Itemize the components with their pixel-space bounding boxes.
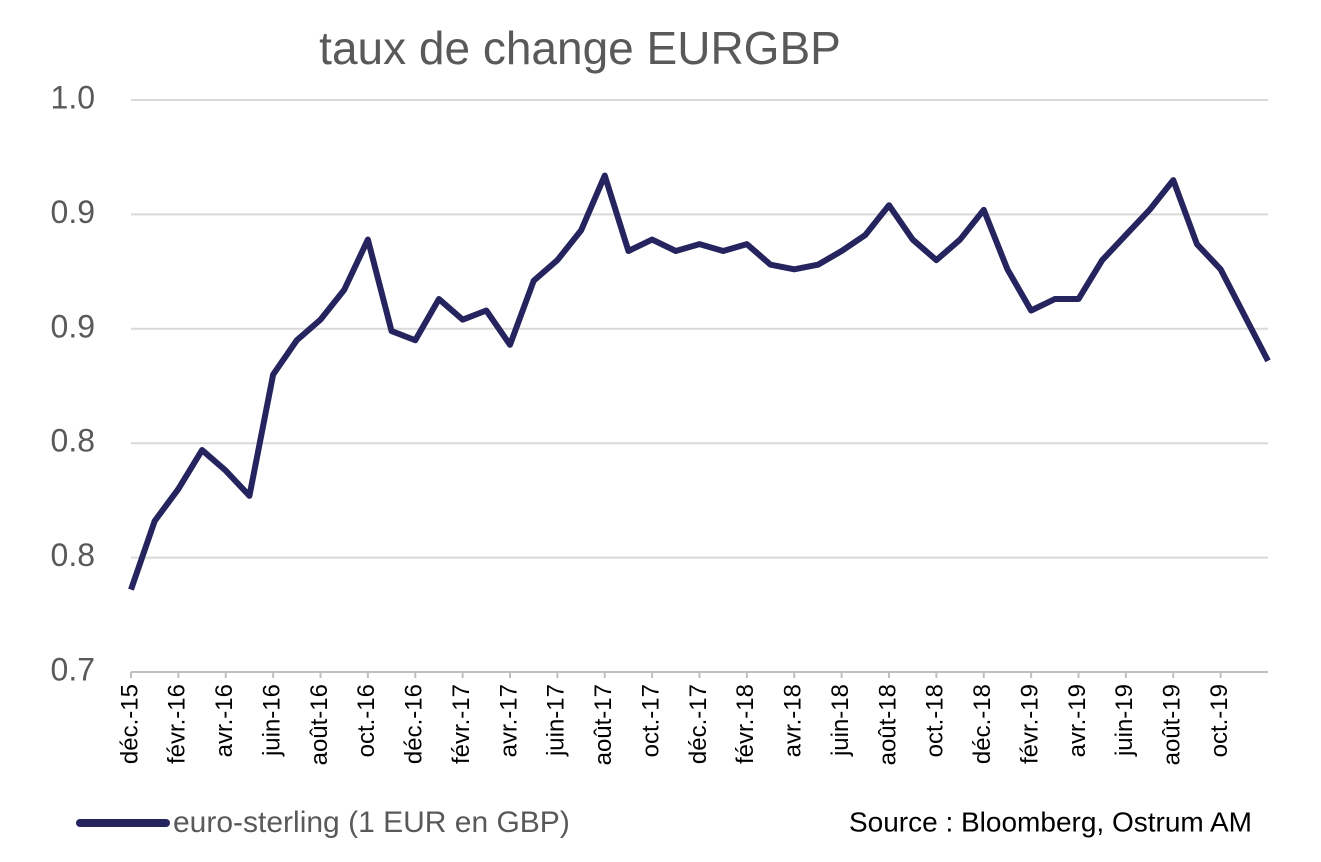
x-tick-label: avr.-18 <box>780 684 807 757</box>
y-tick-label: 0.8 <box>51 537 95 573</box>
x-tick-label: avr.-17 <box>495 684 522 757</box>
series-line <box>128 172 1271 591</box>
x-tick-label: févr.-19 <box>1016 684 1043 764</box>
y-tick-label: 0.8 <box>51 423 95 459</box>
x-tick-label: août-17 <box>590 684 617 765</box>
x-tick-label: juin-18 <box>827 684 854 757</box>
y-tick-label: 0.9 <box>51 308 95 344</box>
y-tick-label: 1.0 <box>51 79 95 115</box>
x-tick-label: août-19 <box>1159 684 1186 765</box>
chart-title: taux de change EURGBP <box>319 22 841 74</box>
x-tick-label: oct.-17 <box>637 684 664 757</box>
x-tick-label: août-18 <box>874 684 901 765</box>
x-tick-label: févr.-18 <box>732 684 759 764</box>
x-tick-label: juin-17 <box>543 684 570 757</box>
x-tick-label: déc.-16 <box>401 684 428 764</box>
legend-label: euro-sterling (1 EUR en GBP) <box>173 806 570 839</box>
x-tick-label: févr.-16 <box>164 684 191 764</box>
x-tick-label: avr.-19 <box>1064 684 1091 757</box>
source-note: Source : Bloomberg, Ostrum AM <box>849 806 1252 837</box>
x-tick-label: août-16 <box>306 684 333 765</box>
x-tick-label: déc.-18 <box>969 684 996 764</box>
x-tick-label: avr.-16 <box>211 684 238 757</box>
x-tick-label: juin-19 <box>1111 684 1138 757</box>
x-tick-label: oct.-19 <box>1206 684 1233 757</box>
x-tick-label: déc.-15 <box>116 684 143 764</box>
y-tick-label: 0.9 <box>51 194 95 230</box>
x-tick-label: oct.-16 <box>353 684 380 757</box>
x-tick-label: févr.-17 <box>448 684 475 764</box>
x-tick-label: oct.-18 <box>922 684 949 757</box>
x-tick-label: juin-16 <box>258 684 285 757</box>
x-tick-label: déc.-17 <box>685 684 712 764</box>
y-tick-label: 0.7 <box>51 651 95 687</box>
